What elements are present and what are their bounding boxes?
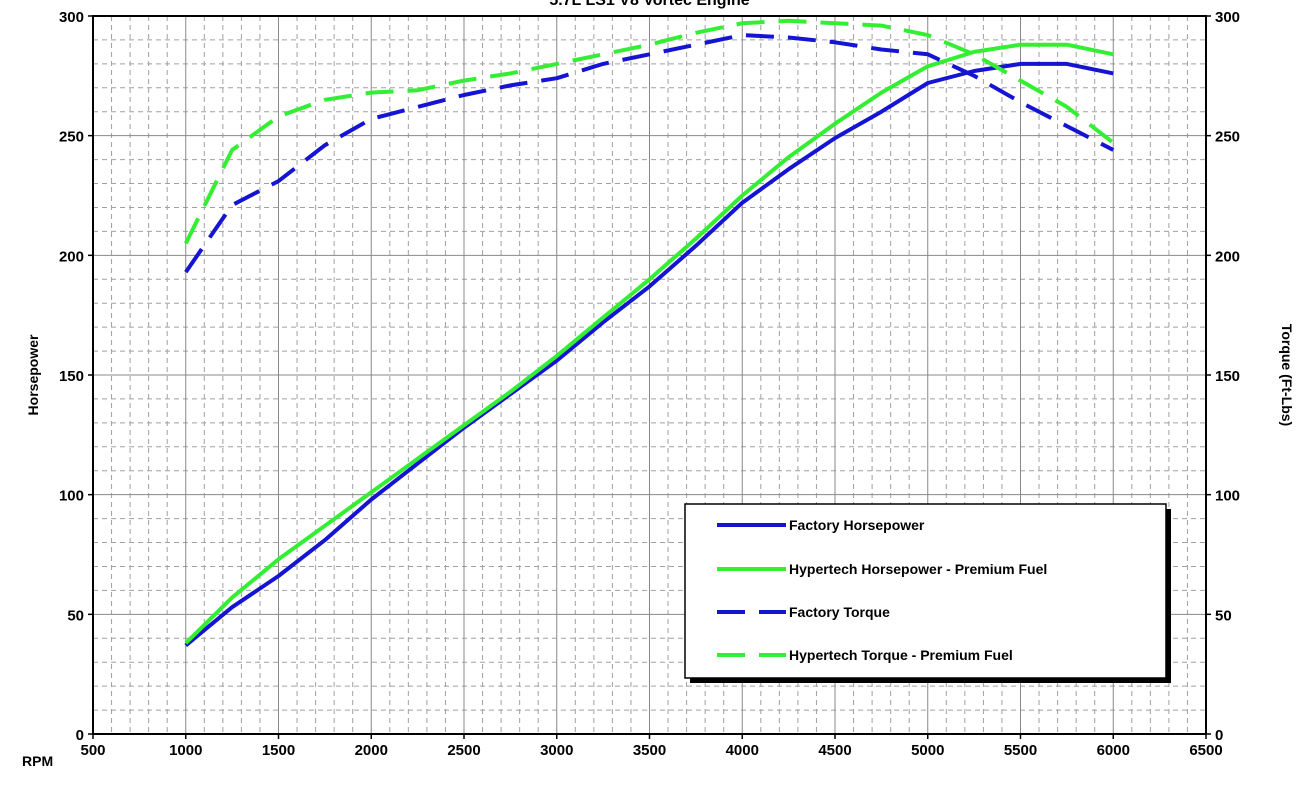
y2-tick-label: 50 xyxy=(1215,607,1232,624)
y2-tick-label: 250 xyxy=(1215,129,1240,146)
series-line-3 xyxy=(184,33,1115,274)
x-axis-label: RPM xyxy=(22,753,53,769)
x-tick-label: 1000 xyxy=(169,742,202,759)
y-axis-label: Horsepower xyxy=(25,334,41,415)
y2-axis-label: Torque (Ft-Lbs) xyxy=(1279,324,1295,426)
x-tick-label: 3500 xyxy=(633,742,666,759)
x-tick-label: 2000 xyxy=(355,742,388,759)
legend: Factory Horsepower Hypertech Horsepower -… xyxy=(684,503,1171,683)
legend-label-2: Hypertech Horsepower - Premium Fuel xyxy=(789,561,1047,577)
y2-tick-label: 200 xyxy=(1215,248,1240,265)
x-tick-label: 1500 xyxy=(262,742,295,759)
series-line-4 xyxy=(184,18,1115,245)
legend-box xyxy=(684,503,1167,679)
legend-label-3: Factory Torque xyxy=(789,604,890,620)
x-tick-label: 6000 xyxy=(1097,742,1130,759)
y2-tick-label: 0 xyxy=(1215,727,1223,744)
x-tick-label: 3000 xyxy=(540,742,573,759)
y-tick-label: 100 xyxy=(59,488,84,505)
y-tick-label: 150 xyxy=(59,368,84,385)
x-tick-label: 2500 xyxy=(447,742,480,759)
x-tick-label: 500 xyxy=(80,742,105,759)
y2-tick-label: 150 xyxy=(1215,368,1240,385)
y-tick-label: 50 xyxy=(67,607,84,624)
x-tick-label: 4000 xyxy=(726,742,759,759)
series-lines xyxy=(184,18,1115,647)
y-tick-label: 300 xyxy=(59,9,84,26)
y2-tick-label: 300 xyxy=(1215,9,1240,26)
y-tick-label: 0 xyxy=(76,727,84,744)
x-tick-label: 5000 xyxy=(911,742,944,759)
x-tick-label: 4500 xyxy=(818,742,851,759)
y2-tick-label: 100 xyxy=(1215,488,1240,505)
series-line-1 xyxy=(184,61,1114,647)
legend-label-1: Factory Horsepower xyxy=(789,517,925,533)
x-tick-label: 6500 xyxy=(1189,742,1222,759)
series-line-2 xyxy=(184,42,1114,645)
chart-title: 5.7L LS1 V8 Vortec Engine xyxy=(549,0,749,9)
x-tick-label: 5500 xyxy=(1004,742,1037,759)
legend-label-4: Hypertech Torque - Premium Fuel xyxy=(789,647,1013,663)
y-tick-label: 250 xyxy=(59,129,84,146)
ticks: 500 1000 1500 2000 2500 3000 3500 4000 4500 5000 5… xyxy=(59,9,1240,759)
y-tick-label: 200 xyxy=(59,248,84,265)
